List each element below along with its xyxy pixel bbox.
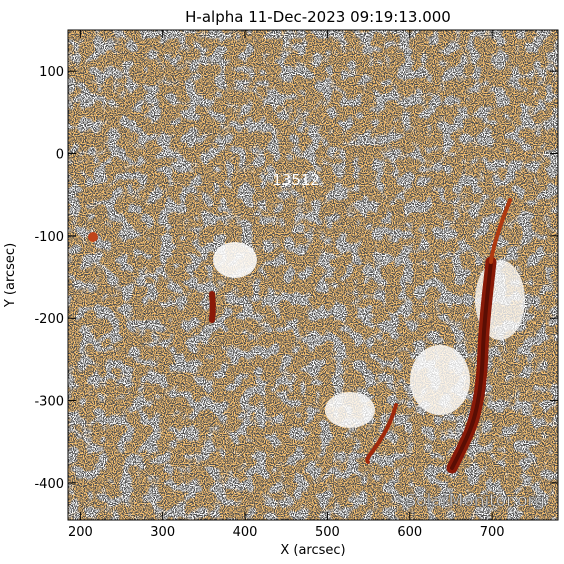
x-tick-label: 200 (68, 525, 93, 540)
small-filament (209, 291, 216, 323)
y-axis-label: Y (arcsec) (3, 243, 18, 308)
filament-spot (88, 232, 98, 242)
x-tick-label: 300 (150, 525, 175, 540)
y-tick-label: -400 (34, 477, 64, 492)
x-tick-label: 400 (233, 525, 258, 540)
region-label: 13512 (272, 171, 320, 189)
y-tick-label: -200 (34, 312, 64, 327)
plot-frame (67, 29, 559, 521)
quiet-patch (325, 392, 375, 428)
y-tick-label: -300 (34, 395, 64, 410)
quiet-patch (410, 345, 470, 415)
y-tick-label: 100 (39, 65, 64, 80)
secondary-filament (365, 403, 398, 464)
x-tick-label: 600 (397, 525, 422, 540)
y-tick-label: 0 (56, 148, 64, 163)
axis-ticks: 200 300 400 500 600 700 100 0 -100 -200 -300 -400 (34, 30, 558, 540)
filament-hook (489, 198, 512, 264)
y-tick-label: -100 (34, 230, 64, 245)
x-tick-label: 700 (480, 525, 505, 540)
watermark: SolarMonitor.org (405, 491, 545, 511)
x-axis-label: X (arcsec) (280, 543, 345, 558)
quiet-patch (213, 242, 257, 278)
x-tick-label: 500 (315, 525, 340, 540)
solar-image (68, 30, 558, 520)
figure-title: H-alpha 11-Dec-2023 09:19:13.000 (185, 8, 451, 26)
chromosphere-texture (68, 30, 558, 520)
main-filament-core (450, 260, 493, 470)
